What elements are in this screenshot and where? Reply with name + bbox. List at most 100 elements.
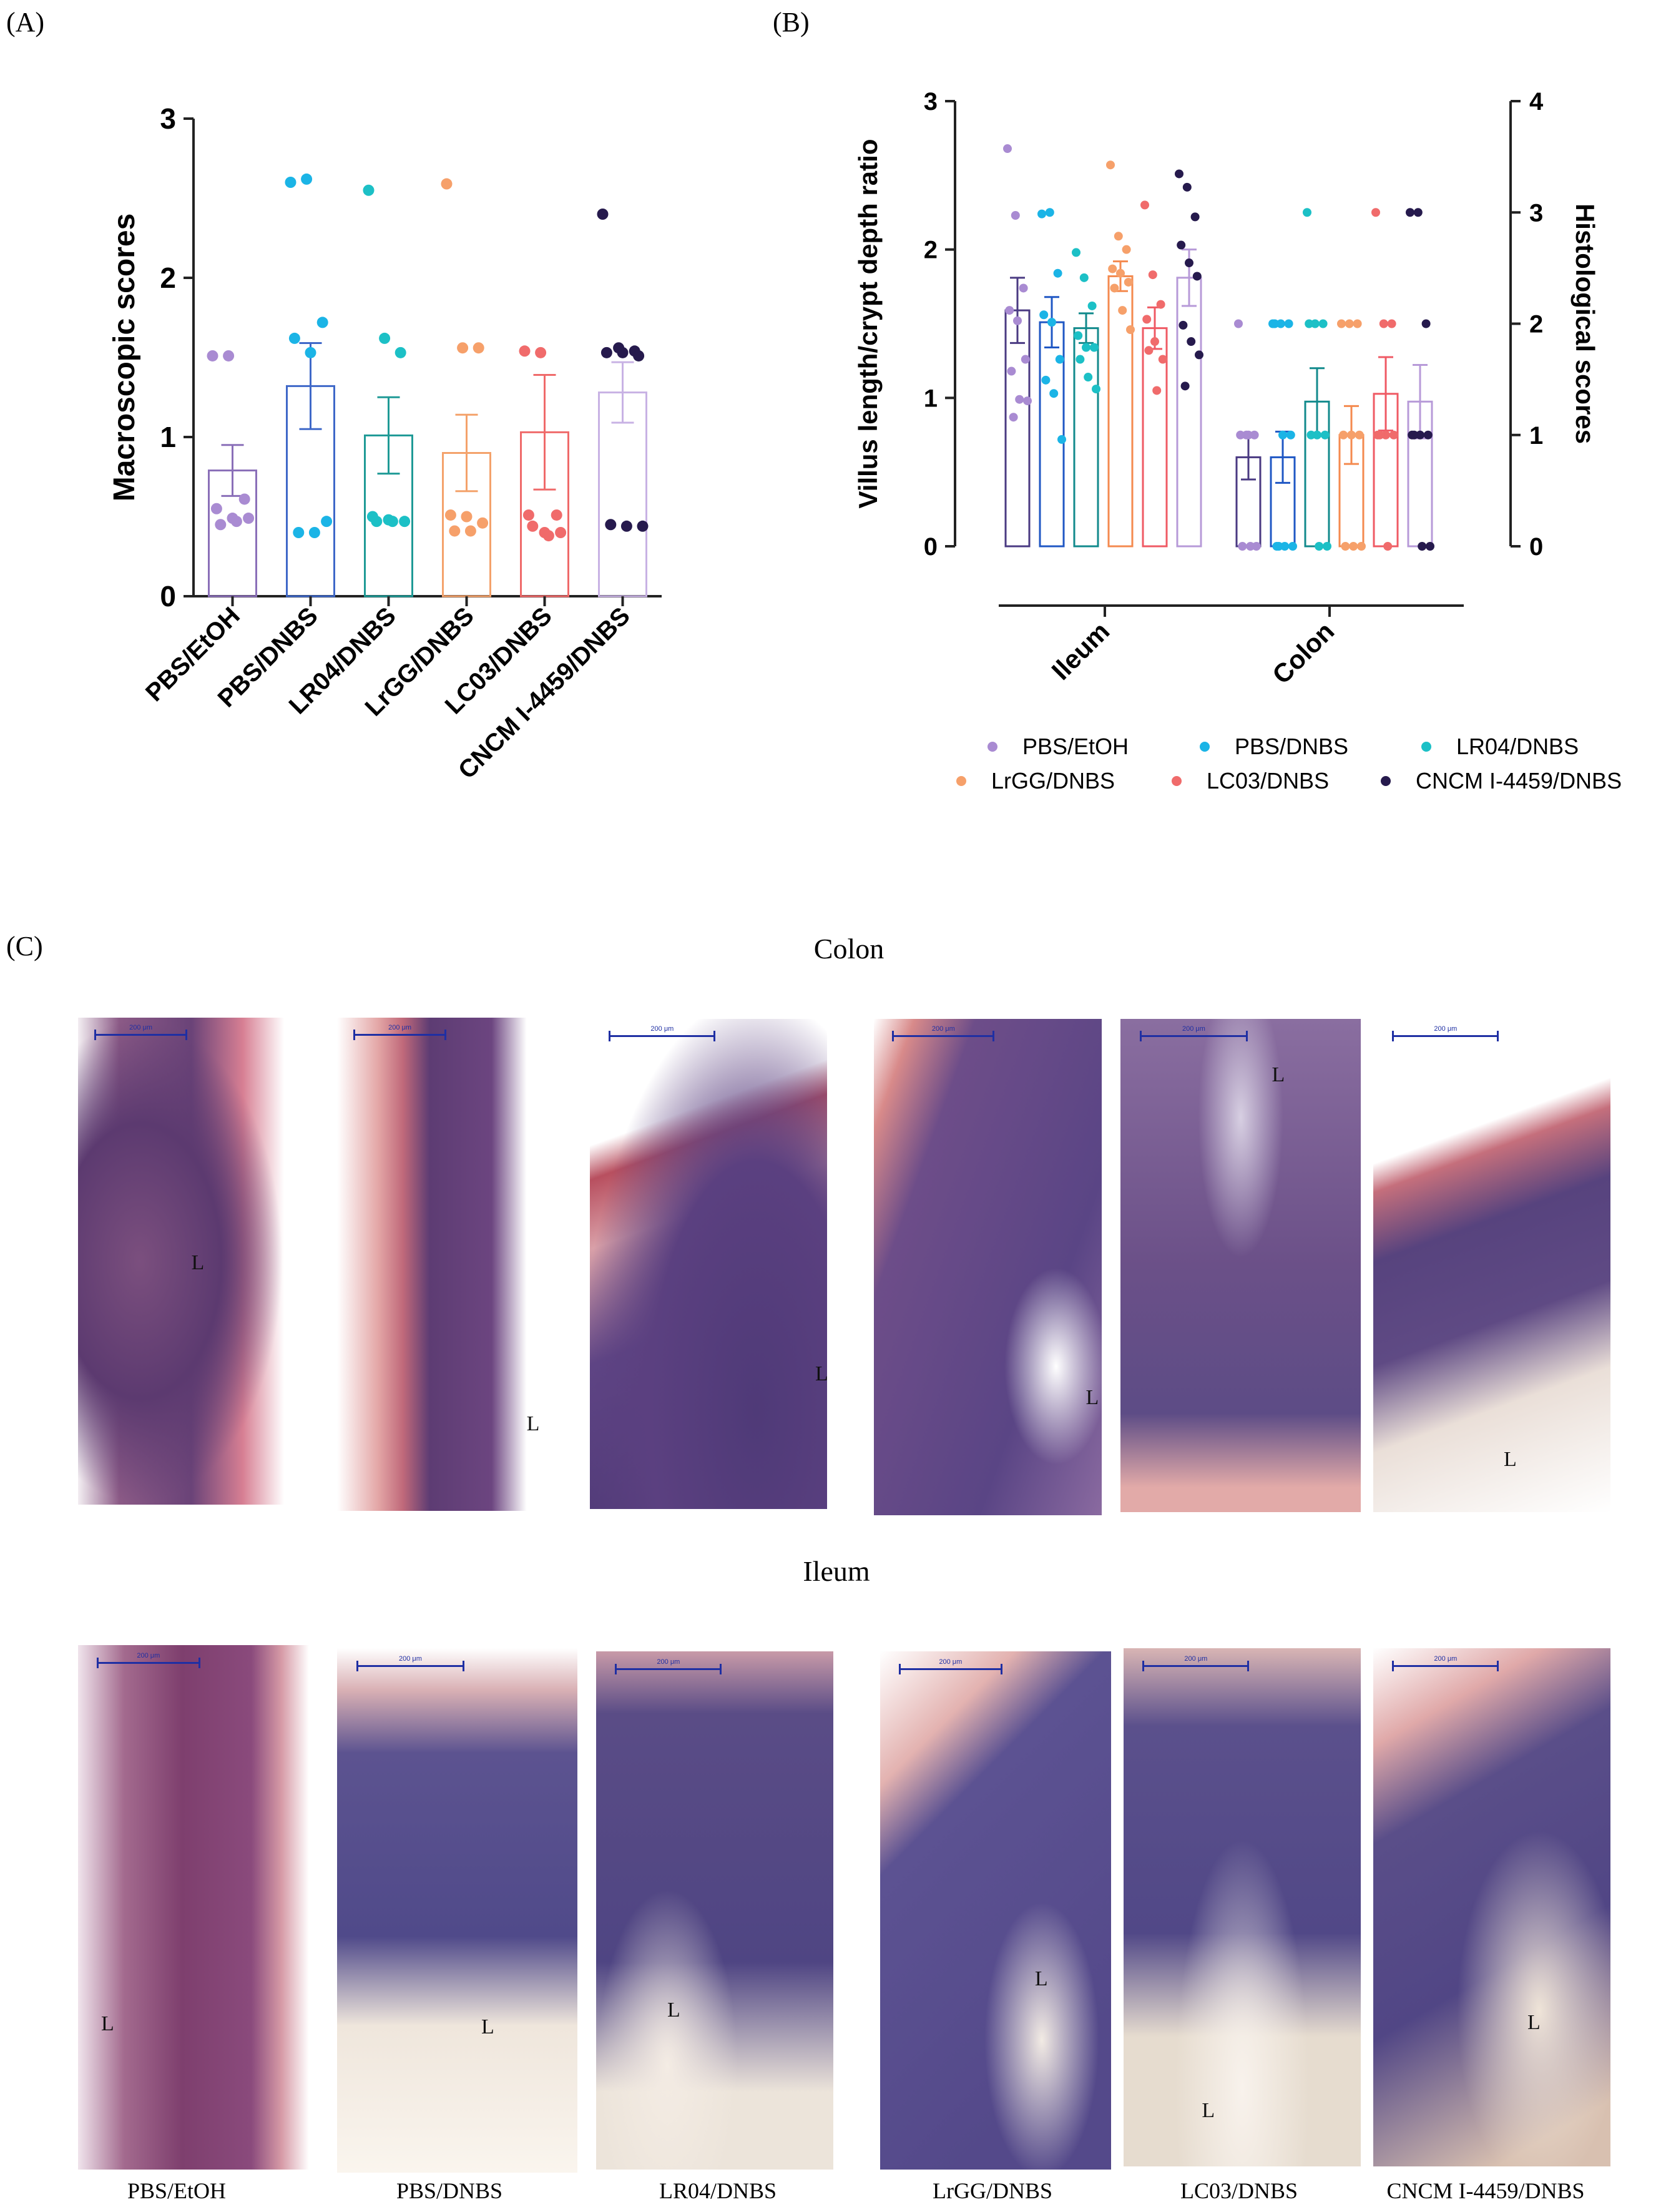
panel-label-a: (A) <box>6 7 45 37</box>
data-point <box>551 509 562 521</box>
bar <box>1176 277 1202 548</box>
tissue-section <box>874 1019 1102 1515</box>
data-point <box>1238 542 1247 551</box>
data-point <box>1310 319 1320 328</box>
scale-bar: 200 μm <box>94 1024 187 1043</box>
data-point <box>1347 430 1356 440</box>
data-point <box>522 509 534 521</box>
colon-histology-image: 200 μm L <box>1120 1019 1361 1512</box>
data-point <box>1148 270 1157 280</box>
data-point <box>363 184 375 196</box>
scale-bar: 200 μm <box>353 1024 446 1043</box>
scale-bar-line <box>1139 1030 1248 1041</box>
scale-bar: 200 μm <box>1392 1655 1499 1674</box>
histology-group-label: LC03/DNBS <box>1180 2178 1298 2203</box>
scale-bar: 200 μm <box>892 1025 995 1044</box>
tissue-section <box>590 1019 827 1509</box>
scale-bar: 200 μm <box>609 1025 716 1044</box>
colon-histology-image: 200 μm L <box>337 1018 543 1511</box>
data-point <box>1234 319 1243 328</box>
group-label: Colon <box>1267 616 1340 689</box>
data-point <box>1337 319 1346 328</box>
data-point <box>597 209 609 220</box>
ileum-histology-image: 200 μm L <box>596 1651 833 2170</box>
data-point <box>1381 430 1390 440</box>
data-point <box>305 347 316 358</box>
legend-marker <box>1421 742 1431 752</box>
data-point <box>535 347 547 358</box>
y-axis-title: Villus length/crypt depth ratio <box>853 139 883 509</box>
legend-marker <box>1381 776 1391 786</box>
data-point <box>1323 542 1331 551</box>
ileum-histology-image: 200 μm L <box>78 1645 309 2170</box>
data-point <box>1409 430 1419 440</box>
colon-histology-image: 200 μm L <box>590 1019 827 1509</box>
ileum-section-title: Ileum <box>803 1555 870 1587</box>
data-point <box>386 516 398 528</box>
tissue-section <box>596 1651 833 2170</box>
data-point <box>519 345 531 357</box>
data-point <box>1076 355 1085 364</box>
tissue-section <box>78 1645 309 2170</box>
data-point <box>238 493 250 505</box>
data-point <box>1250 430 1259 440</box>
data-point <box>1074 331 1083 340</box>
tissue-section <box>1120 1019 1361 1512</box>
data-point <box>1087 301 1097 310</box>
data-point <box>1007 366 1016 376</box>
scale-bar-label: 200 μm <box>388 1023 412 1031</box>
lumen-label: L <box>1034 1967 1048 1991</box>
scale-bar-line <box>615 1663 722 1674</box>
data-point <box>1158 355 1167 364</box>
data-point <box>555 527 567 538</box>
tissue-section <box>1373 1019 1610 1512</box>
scale-bar: 200 μm <box>898 1658 1003 1677</box>
data-point <box>1357 542 1366 551</box>
data-point <box>1108 264 1117 273</box>
scale-bar-line <box>1392 1030 1499 1041</box>
data-point <box>441 178 453 190</box>
scale-bar: 200 μm <box>96 1652 201 1671</box>
data-point <box>449 525 461 537</box>
scale-bar-label: 200 μm <box>1434 1654 1458 1663</box>
scale-bar-line <box>356 1660 465 1671</box>
scale-bar: 200 μm <box>615 1658 722 1677</box>
y2-tick-label: 1 <box>1529 422 1543 450</box>
y-tick-label: 3 <box>924 88 938 116</box>
data-point <box>1092 385 1100 394</box>
histology-group-label: LrGG/DNBS <box>932 2178 1052 2203</box>
y-tick-label: 0 <box>924 533 938 561</box>
y-tick-label: 3 <box>160 102 176 135</box>
data-point <box>1355 430 1364 440</box>
data-point <box>1276 319 1285 328</box>
legend-entry: CNCM I-4459/DNBS <box>1416 768 1622 794</box>
scale-bar-label: 200 μm <box>1434 1025 1458 1033</box>
data-point <box>379 332 391 344</box>
legend-marker <box>1172 776 1182 786</box>
scale-bar-line <box>96 1657 201 1668</box>
data-point <box>1284 319 1293 328</box>
data-point <box>1053 268 1062 278</box>
data-point <box>1320 430 1330 440</box>
data-point <box>1019 283 1028 293</box>
data-point <box>1413 208 1423 217</box>
legend-entry: LR04/DNBS <box>1456 734 1579 759</box>
y-axis-title: Macroscopic scores <box>108 214 141 502</box>
legend-entry: PBS/EtOH <box>1022 734 1129 759</box>
panel-label-c: (C) <box>6 931 43 961</box>
lumen-label: L <box>1085 1386 1099 1410</box>
data-point <box>1387 319 1396 328</box>
data-point <box>321 516 333 528</box>
y2-tick-label: 3 <box>1529 199 1543 227</box>
scale-bar-line <box>353 1029 446 1040</box>
legend-marker <box>956 776 966 786</box>
data-point <box>461 511 473 523</box>
data-point <box>1079 273 1089 282</box>
scale-bar-label: 200 μm <box>650 1025 674 1033</box>
y-tick-label: 1 <box>160 421 176 453</box>
legend-entry: LC03/DNBS <box>1207 768 1329 794</box>
histology-group-label: PBS/DNBS <box>396 2178 503 2203</box>
colon-section-title: Colon <box>813 933 885 965</box>
data-point <box>1114 232 1123 241</box>
data-point <box>637 520 649 532</box>
